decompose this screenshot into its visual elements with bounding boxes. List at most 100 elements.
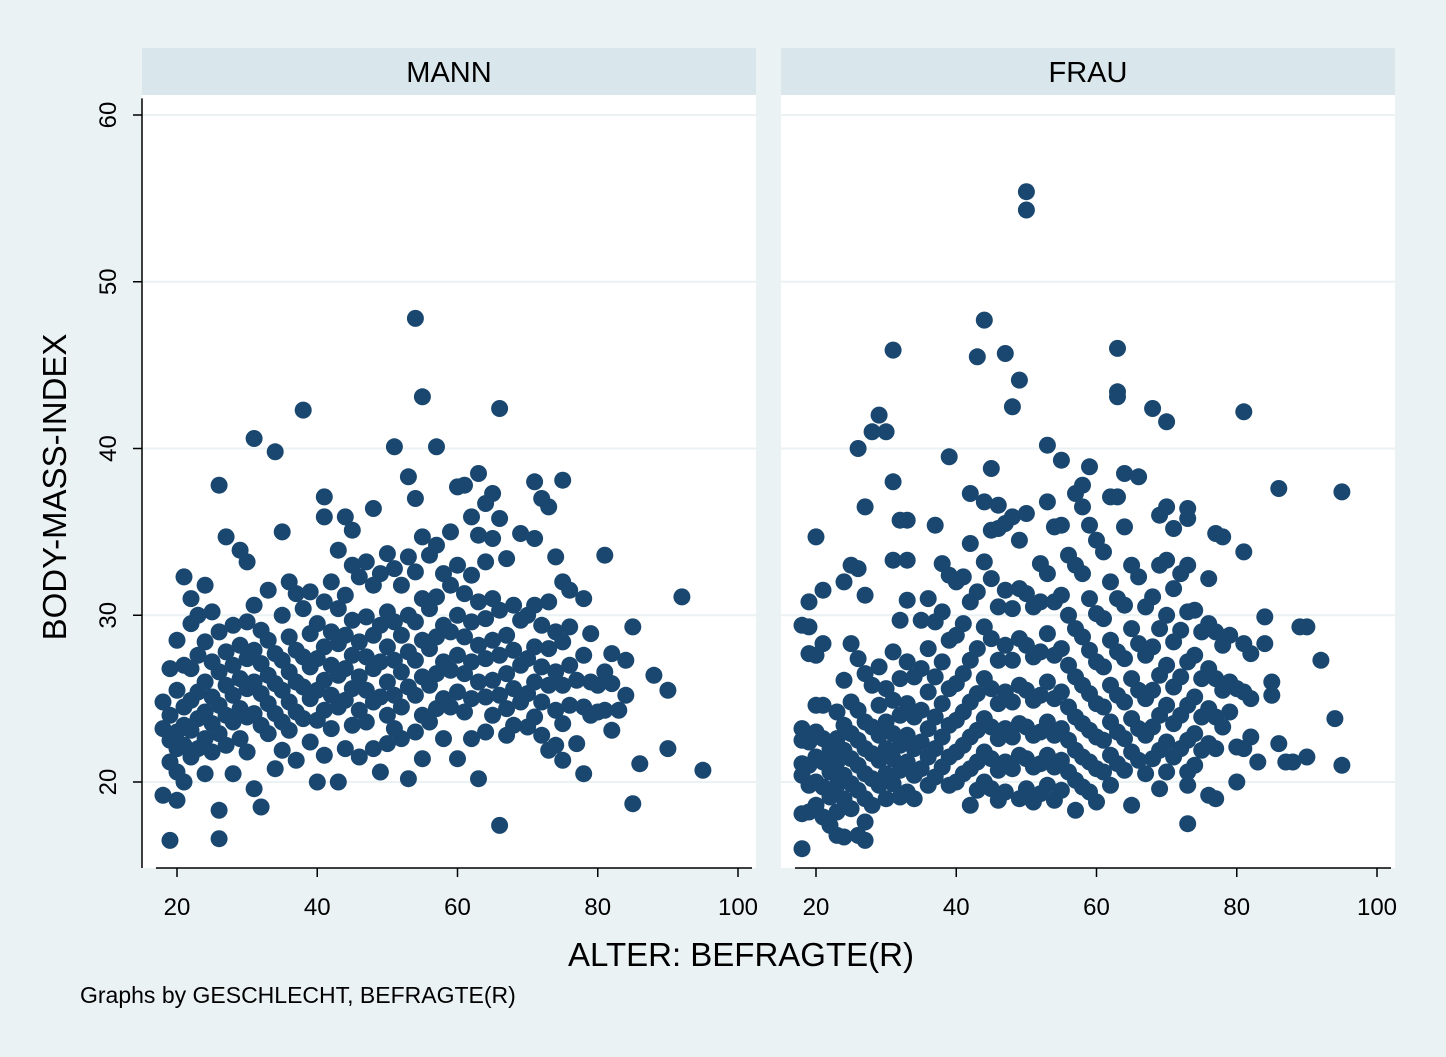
data-point-frau — [926, 516, 944, 534]
data-point-frau — [884, 643, 902, 661]
data-point-mann — [210, 623, 228, 641]
data-point-mann — [364, 500, 382, 517]
data-point-mann — [505, 716, 523, 734]
data-point-mann — [168, 681, 186, 699]
data-point-mann — [308, 773, 326, 791]
data-point-mann — [336, 586, 354, 604]
data-point-mann — [582, 625, 600, 643]
data-point-frau — [940, 448, 958, 466]
data-point-frau — [919, 590, 937, 608]
data-point-mann — [505, 596, 523, 614]
data-point-mann — [210, 663, 228, 681]
data-point-mann — [210, 476, 228, 494]
data-point-mann — [477, 553, 495, 571]
data-point-mann — [385, 438, 403, 456]
data-point-frau — [1017, 780, 1035, 798]
data-point-frau — [1270, 480, 1288, 497]
data-point-mann — [399, 468, 417, 486]
data-point-mann — [463, 690, 480, 708]
data-point-mann — [168, 631, 186, 649]
data-point-mann — [442, 698, 459, 716]
data-point-frau — [1003, 728, 1021, 746]
data-point-frau — [1158, 696, 1176, 714]
data-point-mann — [406, 651, 424, 669]
data-point-frau — [961, 535, 979, 552]
data-point-frau — [933, 603, 951, 621]
data-point-frau — [842, 800, 860, 818]
data-point-frau — [1298, 748, 1316, 766]
data-point-frau — [1052, 781, 1070, 799]
data-point-mann — [161, 831, 179, 849]
data-point-mann — [603, 721, 621, 739]
data-point-mann — [413, 750, 431, 768]
data-point-frau — [1116, 761, 1133, 779]
data-point-mann — [498, 665, 516, 683]
data-point-mann — [406, 613, 424, 631]
y-axis-title: BODY-MASS-INDEX — [36, 334, 73, 641]
data-point-mann — [498, 550, 516, 568]
data-point-mann — [385, 560, 403, 578]
data-point-mann — [406, 723, 424, 741]
data-point-mann — [336, 508, 354, 526]
data-point-mann — [561, 656, 579, 674]
data-point-frau — [1010, 531, 1028, 549]
data-point-frau — [1221, 626, 1239, 644]
data-point-frau — [884, 473, 902, 491]
data-point-frau — [1081, 590, 1098, 608]
data-point-mann — [371, 653, 389, 671]
data-point-frau — [1144, 681, 1162, 699]
data-point-frau — [1109, 388, 1126, 406]
data-point-mann — [266, 443, 284, 461]
data-point-frau — [863, 676, 881, 694]
data-point-mann — [189, 646, 207, 664]
data-point-frau — [793, 720, 811, 738]
data-point-mann — [343, 611, 361, 629]
data-point-mann — [203, 743, 221, 761]
y-tick-label-60: 60 — [95, 102, 122, 129]
data-point-mann — [442, 661, 459, 679]
data-point-mann — [315, 488, 333, 506]
data-point-mann — [484, 530, 502, 547]
data-point-mann — [329, 541, 347, 559]
data-point-mann — [224, 713, 242, 731]
data-point-frau — [905, 790, 923, 808]
data-point-frau — [1031, 593, 1049, 611]
panel-mann: MANN 20 40 60 80 100 — [142, 48, 758, 921]
data-point-frau — [898, 511, 916, 529]
data-point-frau — [1207, 740, 1225, 758]
data-point-mann — [406, 563, 424, 581]
data-point-frau — [1186, 688, 1204, 706]
data-point-mann — [456, 628, 473, 646]
data-point-frau — [898, 726, 916, 744]
data-point-mann — [554, 676, 572, 694]
data-point-frau — [1081, 516, 1098, 534]
data-point-frau — [912, 660, 930, 678]
data-point-mann — [547, 736, 565, 754]
data-point-frau — [1052, 451, 1070, 469]
data-point-mann — [512, 525, 530, 542]
data-point-frau — [961, 485, 979, 502]
data-point-frau — [1179, 776, 1197, 794]
data-point-frau — [1116, 596, 1133, 614]
data-point-mann — [442, 576, 459, 594]
data-point-mann — [624, 795, 642, 813]
data-point-mann — [589, 676, 607, 694]
data-point-frau — [996, 783, 1014, 801]
data-point-mann — [603, 645, 621, 663]
data-point-mann — [336, 660, 354, 678]
data-point-frau — [877, 423, 895, 441]
data-point-mann — [477, 723, 495, 741]
data-point-frau — [863, 796, 881, 814]
data-point-frau — [1074, 565, 1091, 583]
y-tick-label-30: 30 — [95, 602, 122, 629]
data-point-frau — [1235, 543, 1253, 561]
data-point-mann — [238, 613, 256, 631]
data-point-mann — [273, 523, 291, 541]
data-point-frau — [975, 311, 993, 329]
data-point-mann — [533, 658, 551, 676]
data-point-mann — [484, 671, 502, 689]
data-point-mann — [470, 636, 487, 654]
data-point-frau — [1186, 646, 1204, 664]
data-point-mann — [463, 508, 480, 526]
data-point-mann — [364, 740, 382, 758]
